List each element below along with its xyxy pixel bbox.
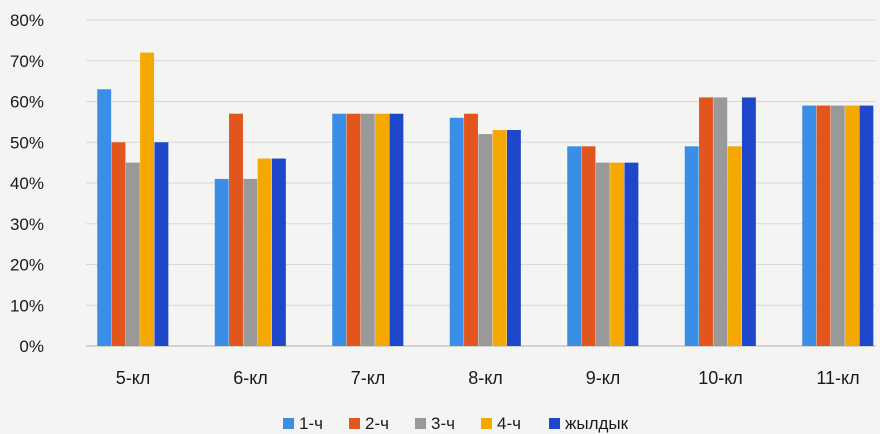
bar-жылдык-11-кл	[859, 105, 874, 346]
legend-label: 1-ч	[299, 414, 323, 433]
bar-2-ч-7-кл	[346, 113, 361, 346]
bar-1-ч-7-кл	[332, 113, 347, 346]
bar-1-ч-5-кл	[97, 89, 112, 347]
bar-3-ч-5-кл	[125, 162, 140, 346]
legend-label: жылдык	[565, 414, 629, 433]
bar-жылдык-7-кл	[389, 113, 404, 346]
bar-жылдык-9-кл	[624, 162, 639, 346]
legend-swatch	[481, 418, 492, 429]
bar-4-ч-9-кл	[610, 162, 625, 346]
bar-2-ч-9-кл	[581, 146, 596, 346]
legend: 1-ч 2-ч 3-ч 4-ч жылдык	[283, 414, 629, 433]
bar-3-ч-10-кл	[713, 97, 728, 346]
legend-entry: жылдык	[549, 414, 629, 433]
bar-4-ч-10-кл	[727, 146, 742, 346]
x-category-label: 9-кл	[586, 368, 621, 388]
y-tick-label: 70%	[10, 52, 44, 71]
bar-2-ч-8-кл	[464, 113, 478, 346]
y-tick-label: 0%	[19, 337, 44, 356]
bar-жылдык-6-кл	[271, 158, 286, 346]
bar-4-ч-5-кл	[140, 52, 155, 346]
legend-entry: 4-ч	[481, 414, 521, 433]
x-category-label: 10-кл	[698, 368, 743, 388]
bar-жылдык-10-кл	[741, 97, 756, 346]
bar-2-ч-11-кл	[816, 105, 831, 346]
y-tick-label: 20%	[10, 256, 44, 275]
legend-entry: 3-ч	[415, 414, 455, 433]
bar-1-ч-8-кл	[449, 117, 464, 346]
bar-3-ч-9-кл	[595, 162, 610, 346]
bar-3-ч-6-кл	[243, 178, 258, 346]
y-tick-label: 40%	[10, 174, 44, 193]
bar-4-ч-11-кл	[845, 105, 860, 346]
legend-swatch	[349, 418, 360, 429]
bar-4-ч-6-кл	[257, 158, 272, 346]
y-axis-ticks: 0% 10% 20% 30% 40% 50% 60% 70% 80%	[10, 11, 44, 356]
x-category-label: 8-кл	[468, 368, 503, 388]
x-category-label: 5-кл	[116, 368, 151, 388]
y-tick-label: 10%	[10, 296, 44, 315]
bar-1-ч-11-кл	[802, 105, 817, 346]
bar-2-ч-6-кл	[229, 113, 243, 346]
bar-4-ч-8-кл	[492, 130, 507, 346]
legend-entry: 2-ч	[349, 414, 389, 433]
y-tick-label: 30%	[10, 215, 44, 234]
legend-label: 3-ч	[431, 414, 455, 433]
x-category-label: 6-кл	[233, 368, 268, 388]
bar-1-ч-9-кл	[567, 146, 582, 346]
bar-2-ч-5-кл	[111, 142, 126, 346]
x-category-label: 11-кл	[816, 368, 859, 388]
bar-жылдык-5-кл	[154, 142, 169, 346]
bar-3-ч-8-кл	[478, 134, 493, 346]
legend-swatch	[415, 418, 426, 429]
bar-3-ч-11-кл	[830, 105, 845, 346]
legend-entry: 1-ч	[283, 414, 323, 433]
y-tick-label: 50%	[10, 133, 44, 152]
bar-2-ч-10-кл	[699, 97, 713, 346]
bar-1-ч-6-кл	[214, 178, 229, 346]
y-tick-label: 80%	[10, 11, 44, 30]
bars	[97, 52, 874, 347]
bar-4-ч-7-кл	[375, 113, 390, 346]
legend-swatch	[549, 418, 560, 429]
y-tick-label: 60%	[10, 93, 44, 112]
x-category-label: 7-кл	[351, 368, 386, 388]
bar-жылдык-8-кл	[506, 130, 521, 346]
x-axis-categories: 5-кл 6-кл 7-кл 8-кл 9-кл 10-кл 11-кл	[116, 368, 860, 388]
bar-3-ч-7-кл	[360, 113, 375, 346]
legend-label: 2-ч	[365, 414, 389, 433]
legend-label: 4-ч	[497, 414, 521, 433]
legend-swatch	[283, 418, 294, 429]
bar-1-ч-10-кл	[684, 146, 699, 346]
